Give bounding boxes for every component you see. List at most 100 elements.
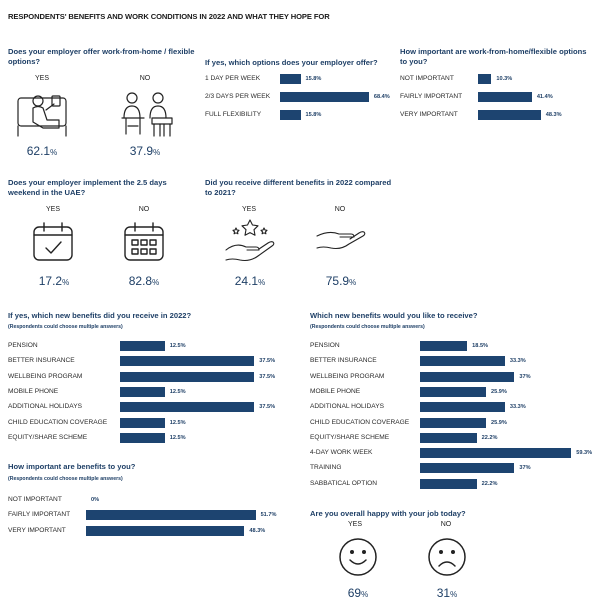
wfh-offer-question: Does your employer offer work-from-home … <box>8 47 195 66</box>
diff-benefits-yes-label: YES <box>241 206 256 213</box>
bar-label: TRAINING <box>310 464 342 472</box>
bar-label: FULL FLEXIBILITY <box>205 111 262 118</box>
bar-label: SABBATICAL OPTION <box>310 479 378 487</box>
new-benefits-chart: PENSION 12.5% BETTER INSURANCE 37.5% WELLBEI… <box>8 341 298 451</box>
bar-label: VERY IMPORTANT <box>400 111 458 118</box>
bar <box>420 448 572 459</box>
bar <box>120 386 165 397</box>
diff-benefits-no-label: NO <box>334 206 346 213</box>
bar-value-label: 51.7% <box>260 512 277 519</box>
benefits-importance-note: (Respondents could choose multiple answe… <box>8 476 123 482</box>
happy-yes-label: YES <box>347 521 362 528</box>
bar-label: ADDITIONAL HOLIDAYS <box>8 403 83 411</box>
calendar-check-icon <box>33 222 73 261</box>
bar-value-label: 68.4% <box>373 94 390 100</box>
bar-label: EQUITY/SHARE SCHEME <box>8 433 88 441</box>
bar <box>478 92 532 102</box>
diff-benefits-question: Did you receive different benefits in 20… <box>205 178 392 197</box>
wished-benefits-question: Which new benefits would you like to rec… <box>310 311 478 320</box>
diff-benefits-no-percent: 75.9% <box>325 274 357 288</box>
bar-label: BETTER INSURANCE <box>310 357 377 365</box>
bar-value-label: 37% <box>519 465 531 472</box>
bar-value-label: 33.3% <box>509 358 526 365</box>
wfh-offer-yes-label: YES <box>34 75 49 82</box>
wished-benefits-note: (Respondents could choose multiple answe… <box>310 324 425 330</box>
bar <box>420 356 505 367</box>
weekend-yes-label: YES <box>45 206 60 213</box>
bar <box>280 110 301 120</box>
bar-label: CHILD EDUCATION COVERAGE <box>310 418 410 426</box>
bar-value-label: 48.3% <box>545 112 562 118</box>
bar <box>420 463 515 474</box>
wfh-offer-no-percent: 37.9% <box>129 144 161 158</box>
bar-value-label: 12.5% <box>169 343 186 349</box>
bar-value-label: 12.5% <box>169 388 186 395</box>
options-chart: 1 DAY PER WEEK 15.8% 2/3 DAYS PER WEEK 68.4… <box>205 74 395 126</box>
bar-value-label: 33.3% <box>509 404 526 411</box>
bar-value-label: 37% <box>519 373 531 380</box>
bar-label: MOBILE PHONE <box>8 387 59 395</box>
benefits-importance-question: How important are benefits to you? <box>8 462 136 471</box>
sad-face-icon <box>428 538 466 576</box>
bar-label: EQUITY/SHARE SCHEME <box>310 433 390 441</box>
benefits-importance-chart: NOT IMPORTANT 0% FAIRLY IMPORTANT 51.7% VERY… <box>8 495 298 540</box>
happy-no-percent: 31% <box>436 586 458 600</box>
happy-yes-percent: 69% <box>347 586 369 600</box>
bar-value-label: 41.4% <box>536 94 553 100</box>
bar-value-label: 25.9% <box>491 419 507 426</box>
bar <box>86 510 256 521</box>
wfh-importance-question: How important are work-from-home/flexibl… <box>400 47 587 66</box>
wished-benefits-chart: PENSION 18.5% BETTER INSURANCE 33.3% WELLBEI… <box>310 341 600 496</box>
people-working-at-desks-icon <box>121 92 173 137</box>
bar-label: 1 DAY PER WEEK <box>205 75 261 82</box>
bar <box>420 478 477 489</box>
bar <box>120 402 255 413</box>
bar-label: PENSION <box>8 342 38 349</box>
wfh-offer-no-label: NO <box>139 75 151 82</box>
calendar-grid-icon <box>124 222 164 261</box>
page-title: RESPONDENTS' BENEFITS AND WORK CONDITION… <box>8 12 330 21</box>
bar <box>420 341 468 351</box>
bar <box>420 432 477 443</box>
bar <box>120 432 165 443</box>
bar-label: WELLBEING PROGRAM <box>310 372 385 380</box>
bar-value-label: 37.5% <box>259 358 276 365</box>
bar <box>478 110 541 120</box>
bar-value-label: 48.3% <box>249 527 266 534</box>
bar <box>120 341 165 351</box>
bar <box>420 371 515 382</box>
bar-value-label: 12.5% <box>169 434 186 441</box>
bar <box>478 74 492 84</box>
bar-value-label: 22.2% <box>481 480 498 487</box>
bar-value-label: 12.5% <box>169 419 186 426</box>
bar-value-label: 15.8% <box>305 112 322 118</box>
happy-question: Are you overall happy with your job toda… <box>310 509 466 518</box>
bar <box>120 417 165 428</box>
bar-label: CHILD EDUCATION COVERAGE <box>8 418 108 426</box>
bar-value-label: 18.5% <box>472 343 489 349</box>
bar-label: NOT IMPORTANT <box>8 496 62 503</box>
new-benefits-note: (Respondents could choose multiple answe… <box>8 324 123 330</box>
bar <box>280 92 369 102</box>
wfh-offer-yes-percent: 62.1% <box>26 144 58 158</box>
person-relaxing-on-couch-icon <box>17 95 67 137</box>
bar-value-label: 37.5% <box>259 404 276 411</box>
bar-label: ADDITIONAL HOLIDAYS <box>310 403 385 411</box>
bar <box>420 386 487 397</box>
wfh-importance-chart: NOT IMPORTANT 10.3% FAIRLY IMPORTANT 41.4% V… <box>400 74 595 126</box>
bar-label: VERY IMPORTANT <box>8 526 66 534</box>
bar-label: PENSION <box>310 342 340 349</box>
happy-no-label: NO <box>440 521 452 528</box>
bar <box>120 356 255 367</box>
diff-benefits-yes-percent: 24.1% <box>234 274 266 288</box>
bar <box>86 525 245 536</box>
smiley-face-icon <box>339 538 377 576</box>
bar-label: FAIRLY IMPORTANT <box>8 511 71 519</box>
bar-label: WELLBEING PROGRAM <box>8 372 83 380</box>
empty-hand-icon <box>316 231 366 250</box>
bar-label: 2/3 DAYS PER WEEK <box>205 93 271 100</box>
bar-value-label: 15.8% <box>305 76 322 82</box>
bar <box>420 402 505 413</box>
options-question: If yes, which options does your employer… <box>205 58 378 67</box>
bar-label: NOT IMPORTANT <box>400 75 454 82</box>
